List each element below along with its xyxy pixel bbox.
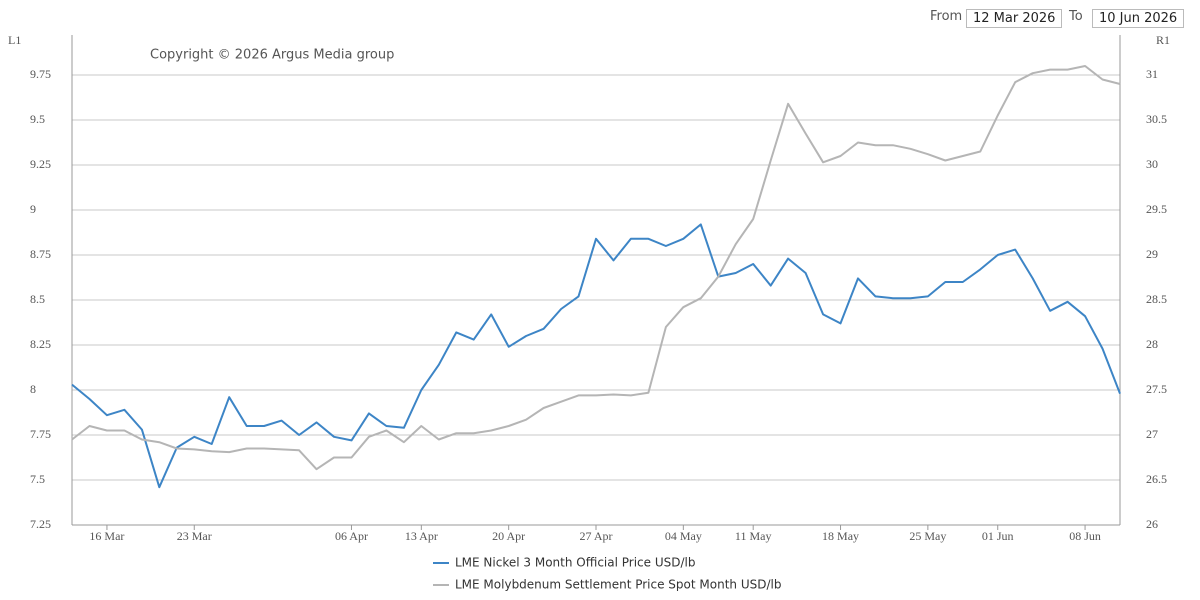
to-label: To bbox=[1069, 9, 1083, 24]
x-tick-label: 27 Apr bbox=[580, 529, 613, 543]
x-tick-label: 20 Apr bbox=[492, 529, 525, 543]
y2-tick-label: 27.5 bbox=[1146, 382, 1167, 396]
y2-tick-label: 26 bbox=[1146, 517, 1158, 531]
from-date[interactable]: 12 Mar 2026 bbox=[966, 9, 1063, 28]
y-axis-label: L1 bbox=[8, 33, 21, 47]
x-tick-label: 01 Jun bbox=[982, 529, 1014, 543]
y-tick-label: 7.75 bbox=[30, 427, 51, 441]
y-tick-label: 9 bbox=[30, 202, 36, 216]
y-tick-label: 7.5 bbox=[30, 472, 45, 486]
y-tick-label: 9.75 bbox=[30, 67, 51, 81]
legend-label: LME Nickel 3 Month Official Price USD/lb bbox=[455, 556, 695, 570]
y-tick-label: 9.5 bbox=[30, 112, 45, 126]
y2-tick-label: 30 bbox=[1146, 157, 1158, 171]
x-tick-label: 16 Mar bbox=[89, 529, 124, 543]
x-tick-label: 23 Mar bbox=[177, 529, 212, 543]
to-date[interactable]: 10 Jun 2026 bbox=[1092, 9, 1185, 28]
legend-label: LME Molybdenum Settlement Price Spot Mon… bbox=[455, 578, 781, 592]
x-tick-label: 04 May bbox=[665, 529, 702, 543]
y2-tick-label: 28.5 bbox=[1146, 292, 1167, 306]
y2-tick-label: 30.5 bbox=[1146, 112, 1167, 126]
y2-tick-label: 28 bbox=[1146, 337, 1158, 351]
y-tick-label: 8.25 bbox=[30, 337, 51, 351]
y-tick-label: 8.75 bbox=[30, 247, 51, 261]
y2-tick-label: 31 bbox=[1146, 67, 1158, 81]
y-tick-label: 9.25 bbox=[30, 157, 51, 171]
x-tick-label: 25 May bbox=[909, 529, 946, 543]
y-tick-label: 7.25 bbox=[30, 517, 51, 531]
x-tick-label: 13 Apr bbox=[405, 529, 438, 543]
y2-axis-label: R1 bbox=[1156, 33, 1170, 47]
x-tick-label: 08 Jun bbox=[1069, 529, 1101, 543]
x-tick-label: 11 May bbox=[735, 529, 772, 543]
y-tick-label: 8.5 bbox=[30, 292, 45, 306]
x-tick-label: 18 May bbox=[822, 529, 859, 543]
annotation: Copyright © 2026 Argus Media group bbox=[150, 48, 394, 63]
y-tick-label: 8 bbox=[30, 382, 36, 396]
from-label: From bbox=[930, 9, 963, 24]
y2-tick-label: 29.5 bbox=[1146, 202, 1167, 216]
y2-tick-label: 26.5 bbox=[1146, 472, 1167, 486]
x-tick-label: 06 Apr bbox=[335, 529, 368, 543]
series-line bbox=[71, 65, 1121, 471]
y2-tick-label: 27 bbox=[1146, 427, 1158, 441]
y2-tick-label: 29 bbox=[1146, 247, 1158, 261]
series-line bbox=[71, 223, 1121, 489]
